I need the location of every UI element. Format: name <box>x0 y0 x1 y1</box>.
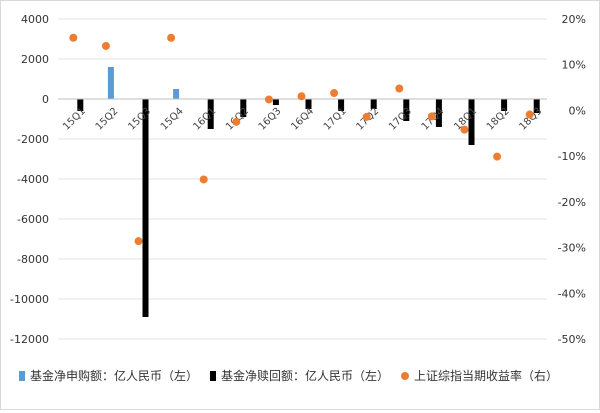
y-left-tick-label: -12000 <box>10 333 49 346</box>
y-left-tick-label: 2000 <box>21 53 49 66</box>
legend-swatch-index-return <box>401 371 410 380</box>
x-tick-label: 16Q4 <box>289 106 316 133</box>
point-index-return <box>525 110 534 119</box>
x-tick-label: 18Q2 <box>485 106 512 133</box>
bar-net-redemption <box>272 99 279 105</box>
bar-net-redemption <box>435 99 442 127</box>
bar-net-redemption <box>338 99 345 111</box>
y-right-tick-label: -20% <box>558 196 586 209</box>
y-left-tick-label: -4000 <box>17 173 49 186</box>
bar-net-redemption <box>240 99 247 117</box>
legend-label-redemption: 基金净赎回额：亿人民币（左） <box>221 369 390 383</box>
legend-label-index-return: 上证综指当期收益率（右） <box>414 369 559 383</box>
y-left-tick-label: 0 <box>42 93 49 106</box>
x-tick-label: 15Q2 <box>94 106 121 133</box>
bar-net-redemption <box>468 99 475 145</box>
point-index-return <box>167 33 176 42</box>
bar-net-redemption <box>501 99 508 111</box>
legend-item-index-return: 上证综指当期收益率（右） <box>401 367 558 384</box>
bar-net-redemption <box>77 99 84 111</box>
bar-net-redemption <box>370 99 377 109</box>
legend-item-subscription: 基金净申购额：亿人民币（左） <box>19 367 198 384</box>
bar-net-redemption <box>142 99 149 317</box>
y-right-tick-label: 10% <box>562 59 586 72</box>
legend-item-redemption: 基金净赎回额：亿人民币（左） <box>210 367 389 384</box>
y-right-tick-label: 0% <box>569 104 586 117</box>
bar-net-subscription <box>107 67 114 99</box>
legend-swatch-subscription <box>19 370 25 381</box>
y-right-tick-label: -30% <box>558 242 586 255</box>
bar-net-redemption <box>533 99 540 113</box>
y-left-tick-label: 4000 <box>21 13 49 26</box>
y-left-tick-label: -8000 <box>17 253 49 266</box>
legend: 基金净申购额：亿人民币（左） 基金净赎回额：亿人民币（左） 上证综指当期收益率（… <box>19 367 558 384</box>
point-index-return <box>395 84 404 93</box>
x-tick-label: 15Q1 <box>61 106 88 133</box>
bar-net-redemption <box>305 99 312 109</box>
point-index-return <box>69 33 78 42</box>
y-right-tick-label: 20% <box>562 13 586 26</box>
y-right-tick-label: -10% <box>558 150 586 163</box>
legend-swatch-redemption <box>210 370 217 381</box>
bar-net-redemption <box>207 99 214 129</box>
point-index-return <box>101 41 110 50</box>
point-index-return <box>493 152 502 161</box>
x-tick-label: 15Q3 <box>126 106 153 133</box>
y-left-tick-label: -10000 <box>10 293 49 306</box>
point-index-return <box>199 175 208 184</box>
y-right-tick-label: -40% <box>558 287 586 300</box>
y-left-tick-label: -6000 <box>17 213 49 226</box>
x-tick-label: 17Q1 <box>322 106 349 133</box>
point-index-return <box>330 89 339 98</box>
bar-net-redemption <box>403 99 410 121</box>
point-index-return <box>297 92 306 101</box>
legend-label-subscription: 基金净申购额：亿人民币（左） <box>30 369 199 383</box>
point-index-return <box>427 112 436 121</box>
x-tick-label: 15Q4 <box>159 106 186 133</box>
point-index-return <box>264 95 273 104</box>
y-left-tick-label: -2000 <box>17 133 49 146</box>
x-tick-label: 18Q3 <box>518 106 545 133</box>
x-tick-label: 16Q3 <box>257 106 284 133</box>
point-index-return <box>460 125 469 134</box>
x-tick-label: 17Q3 <box>387 106 414 133</box>
point-index-return <box>232 117 241 126</box>
bar-net-subscription <box>173 89 180 99</box>
y-right-tick-label: -50% <box>558 333 586 346</box>
point-index-return <box>362 112 371 121</box>
x-tick-label: 16Q1 <box>192 106 219 133</box>
point-index-return <box>134 237 143 246</box>
